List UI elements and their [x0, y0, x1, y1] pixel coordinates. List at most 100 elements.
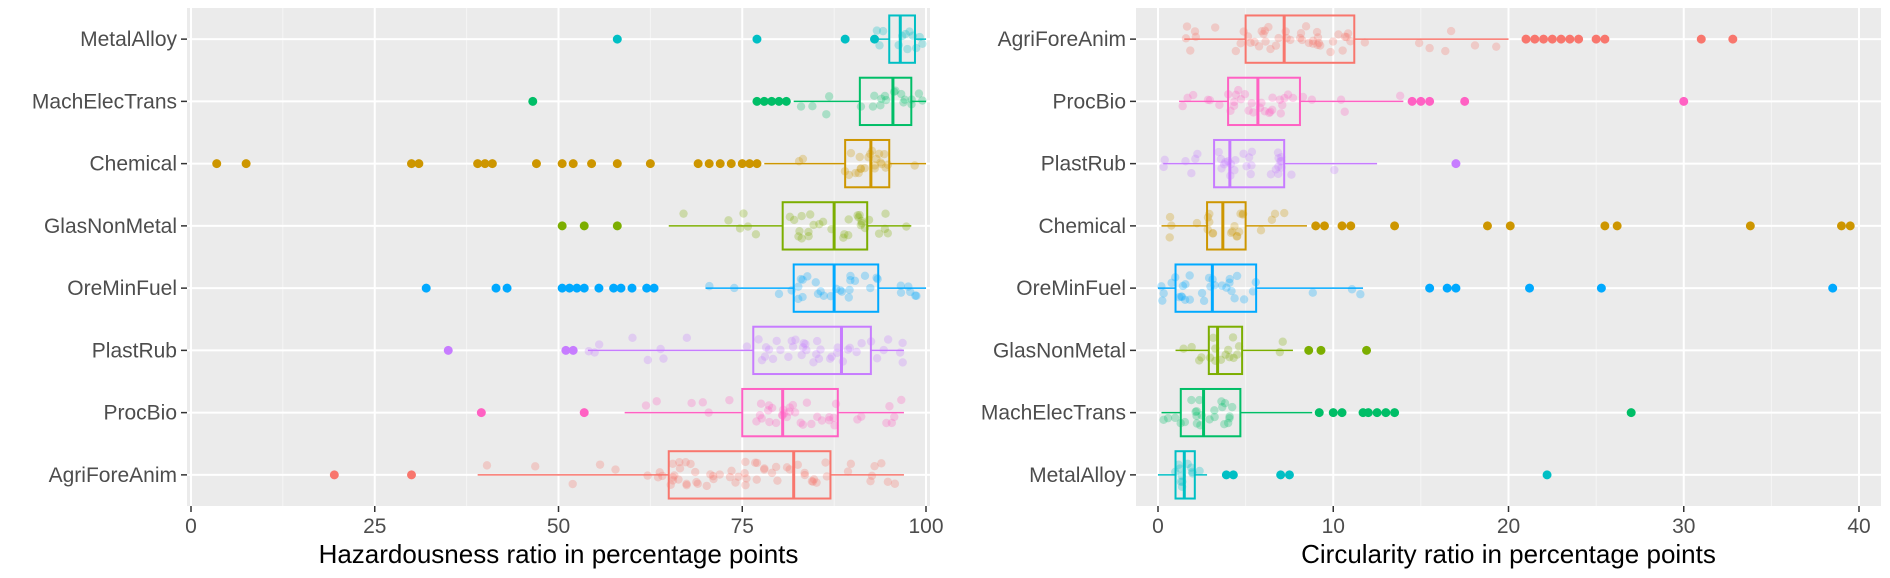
outlier-point	[752, 34, 762, 44]
outlier-point	[528, 96, 538, 106]
y-tick-label: OreMinFuel	[67, 277, 177, 300]
jitter-point	[1178, 101, 1187, 111]
jitter-point	[906, 287, 915, 297]
outlier-point	[561, 345, 571, 355]
jitter-point	[809, 220, 818, 230]
jitter-point	[756, 399, 766, 408]
outlier-point	[407, 470, 416, 480]
outlier-point	[616, 283, 626, 293]
outlier-point	[407, 159, 416, 169]
jitter-point	[773, 476, 782, 485]
jitter-point	[864, 215, 874, 225]
jitter-point	[1223, 418, 1233, 428]
jitter-point	[867, 471, 877, 481]
jitter-point	[785, 465, 794, 474]
jitter-point	[1256, 226, 1266, 235]
jitter-point	[1205, 415, 1214, 424]
outlier-point	[1363, 408, 1373, 418]
jitter-point	[896, 288, 906, 297]
boxplot-group	[1159, 387, 1636, 438]
jitter-point	[1186, 46, 1195, 55]
jitter-point	[1187, 395, 1196, 405]
outlier-point	[645, 159, 655, 169]
jitter-point	[807, 477, 817, 486]
jitter-point	[754, 335, 763, 344]
jitter-point	[1221, 157, 1230, 167]
outlier-point	[1346, 221, 1356, 231]
jitter-point	[1295, 33, 1305, 43]
jitter-point	[1195, 395, 1204, 405]
jitter-point	[531, 462, 540, 471]
jitter-point	[846, 276, 855, 285]
jitter-point	[1286, 35, 1295, 45]
jitter-point	[764, 345, 774, 354]
jitter-point	[768, 354, 778, 364]
jitter-point	[1228, 227, 1237, 236]
y-tick-label: PlastRub	[1041, 153, 1126, 176]
outlier-point	[1337, 408, 1347, 418]
y-tick-label: MetalAlloy	[80, 28, 177, 51]
box-iqr	[1179, 387, 1242, 438]
jitter-point	[789, 215, 799, 225]
y-tick-label: AgriForeAnim	[998, 28, 1126, 51]
jitter-point	[1307, 95, 1317, 104]
jitter-point	[880, 91, 890, 101]
jitter-point	[1254, 42, 1264, 51]
jitter-point	[702, 481, 711, 491]
jitter-point	[918, 96, 927, 105]
jitter-point	[870, 161, 880, 170]
jitter-point	[668, 473, 678, 482]
jitter-point	[855, 152, 864, 162]
jitter-point	[658, 471, 667, 481]
jitter-point	[1340, 107, 1349, 116]
jitter-point	[836, 286, 845, 295]
boxplot-group	[421, 263, 926, 313]
jitter-point	[825, 416, 834, 425]
jitter-point	[1470, 41, 1480, 50]
y-tick-label: MetalAlloy	[1029, 464, 1126, 487]
jitter-point	[1266, 44, 1275, 54]
outlier-point	[212, 159, 222, 169]
box-iqr	[1174, 263, 1258, 313]
jitter-point	[1334, 30, 1343, 39]
jitter-point	[708, 471, 718, 481]
jitter-point	[896, 89, 906, 99]
jitter-point	[1159, 289, 1168, 298]
jitter-point	[1199, 296, 1209, 306]
jitter-point	[675, 457, 684, 467]
outlier-point	[1530, 34, 1540, 44]
jitter-point	[796, 102, 806, 111]
jitter-point	[1266, 170, 1276, 179]
jitter-point	[1276, 109, 1285, 118]
jitter-point	[1446, 26, 1456, 36]
jitter-point	[912, 291, 921, 301]
jitter-point	[1260, 107, 1269, 116]
boxplot-group	[476, 387, 906, 438]
jitter-point	[1274, 33, 1283, 43]
outlier-point	[1836, 221, 1846, 231]
jitter-point	[802, 398, 812, 407]
outlier-point	[1521, 34, 1531, 44]
jitter-point	[870, 164, 879, 173]
jitter-point	[1308, 36, 1318, 46]
jitter-point	[741, 457, 750, 467]
jitter-point	[1159, 415, 1168, 425]
jitter-point	[482, 461, 492, 470]
jitter-point	[832, 348, 842, 358]
jitter-point	[912, 43, 921, 53]
y-tick-label: PlastRub	[92, 339, 177, 362]
jitter-point	[1266, 107, 1275, 117]
jitter-point	[752, 475, 761, 484]
boxplot-group	[1159, 138, 1461, 189]
jitter-point	[1296, 29, 1306, 38]
outlier-point	[737, 159, 747, 169]
jitter-point	[1216, 154, 1226, 164]
jitter-point	[1278, 100, 1287, 110]
jitter-point	[911, 291, 920, 300]
outlier-point	[1460, 96, 1470, 106]
jitter-point	[1183, 93, 1192, 103]
outlier-point	[594, 283, 604, 293]
jitter-point	[897, 395, 906, 405]
outlier-point	[487, 159, 497, 169]
jitter-point	[1270, 209, 1280, 218]
